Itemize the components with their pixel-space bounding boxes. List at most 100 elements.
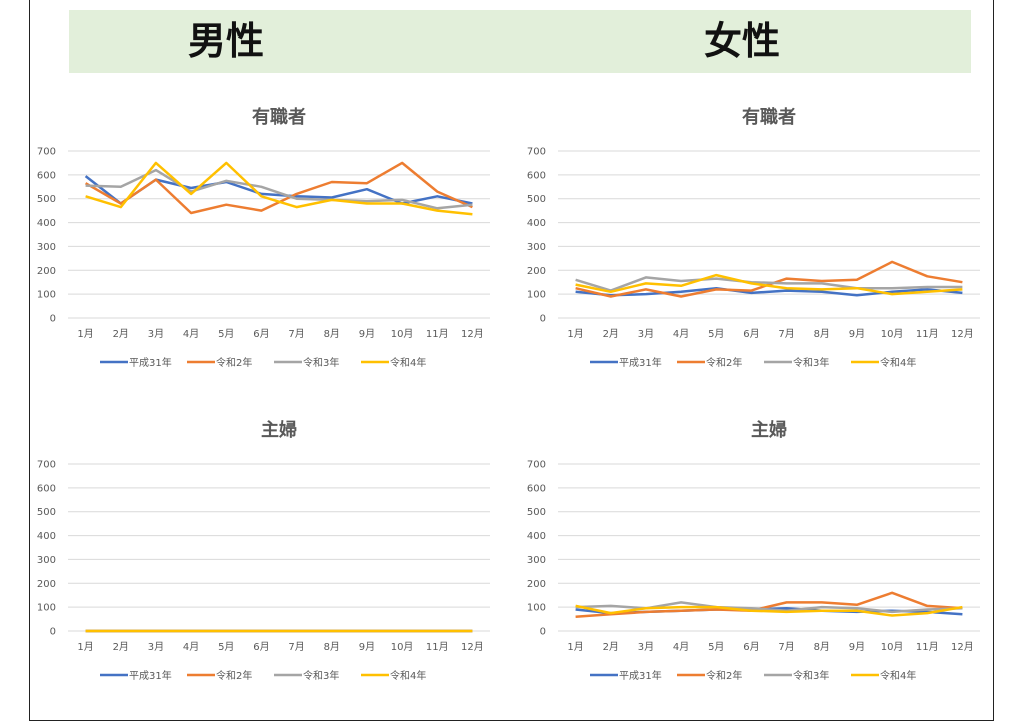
y-tick-label: 100 — [37, 290, 56, 301]
x-tick-label: 4月 — [673, 328, 689, 340]
x-tick-label: 10月 — [391, 328, 414, 340]
chart-male-housewife: 主婦 0 100 200 300 400 500 600 700 1月 2月 3月 4月 5月 6月 7月 8月… — [37, 419, 490, 682]
x-tick-label: 7月 — [288, 641, 304, 653]
y-tick-label: 200 — [527, 579, 546, 590]
y-tick-label: 700 — [527, 460, 546, 471]
x-tick-label: 10月 — [881, 641, 904, 653]
y-tick-label: 400 — [37, 531, 56, 542]
y-tick-label: 100 — [37, 603, 56, 614]
x-tick-label: 4月 — [183, 328, 199, 340]
x-tick-label: 8月 — [814, 328, 830, 340]
y-tick-label: 0 — [50, 627, 56, 638]
y-tick-label: 100 — [527, 290, 546, 301]
chart-title: 主婦 — [751, 419, 787, 441]
x-tick-label: 8月 — [324, 328, 340, 340]
chart-female-employed: 有職者 0 100 200 300 400 500 600 700 1月 2月 3月 4月 5月 6月 7月 8… — [527, 106, 980, 369]
x-tick-label: 9月 — [849, 328, 865, 340]
y-tick-label: 100 — [527, 603, 546, 614]
y-tick-label: 600 — [527, 483, 546, 494]
legend-label: 令和3年 — [793, 669, 829, 682]
x-tick-label: 12月 — [951, 641, 974, 653]
y-tick-label: 600 — [527, 170, 546, 181]
x-tick-label: 6月 — [743, 641, 759, 653]
y-tick-label: 400 — [37, 218, 56, 229]
legend-label: 平成31年 — [129, 356, 172, 369]
y-tick-label: 600 — [37, 483, 56, 494]
legend-label: 令和3年 — [303, 669, 339, 682]
y-tick-label: 500 — [527, 194, 546, 205]
y-tick-label: 0 — [540, 627, 546, 638]
x-tick-label: 2月 — [603, 641, 619, 653]
x-tick-label: 2月 — [113, 641, 129, 653]
legend-label: 平成31年 — [619, 669, 662, 682]
y-tick-label: 400 — [527, 531, 546, 542]
y-tick-label: 300 — [37, 555, 56, 566]
x-tick-label: 9月 — [849, 641, 865, 653]
chart-female-housewife: 主婦 0 100 200 300 400 500 600 700 1月 2月 3月 4月 5月 6月 7月 8月… — [527, 419, 980, 682]
x-tick-label: 6月 — [743, 328, 759, 340]
x-tick-label: 9月 — [359, 641, 375, 653]
male-header: 男性 — [188, 19, 265, 63]
x-tick-label: 8月 — [324, 641, 340, 653]
y-tick-label: 0 — [50, 314, 56, 325]
legend-label: 令和2年 — [706, 669, 742, 682]
y-tick-label: 700 — [37, 147, 56, 158]
x-tick-label: 11月 — [426, 328, 449, 340]
page-frame — [29, 0, 994, 721]
x-tick-label: 3月 — [148, 328, 164, 340]
x-tick-label: 5月 — [218, 641, 234, 653]
x-tick-label: 5月 — [218, 328, 234, 340]
series-line — [575, 273, 963, 296]
y-tick-label: 500 — [37, 507, 56, 518]
y-tick-label: 500 — [37, 194, 56, 205]
x-tick-label: 12月 — [461, 328, 484, 340]
legend-label: 令和3年 — [793, 356, 829, 369]
legend-label: 令和2年 — [706, 356, 742, 369]
y-tick-label: 200 — [37, 266, 56, 277]
x-tick-label: 11月 — [916, 328, 939, 340]
x-tick-label: 10月 — [391, 641, 414, 653]
series-line — [575, 286, 963, 297]
x-tick-label: 1月 — [567, 328, 583, 340]
legend-label: 令和4年 — [880, 669, 916, 682]
y-tick-label: 400 — [527, 218, 546, 229]
x-tick-label: 2月 — [603, 328, 619, 340]
x-tick-label: 12月 — [461, 641, 484, 653]
gender-banner — [69, 10, 971, 73]
y-tick-label: 300 — [527, 242, 546, 253]
legend-label: 平成31年 — [619, 356, 662, 369]
y-tick-label: 300 — [527, 555, 546, 566]
y-tick-label: 600 — [37, 170, 56, 181]
legend-label: 令和4年 — [390, 356, 426, 369]
x-tick-label: 8月 — [814, 641, 830, 653]
y-tick-label: 700 — [527, 147, 546, 158]
y-tick-label: 200 — [37, 579, 56, 590]
x-tick-label: 11月 — [916, 641, 939, 653]
series-line — [575, 276, 963, 292]
chart-title: 有職者 — [742, 106, 796, 128]
chart-title: 主婦 — [261, 419, 297, 441]
x-tick-label: 1月 — [77, 328, 93, 340]
series-line — [85, 161, 473, 216]
chart-male-employed: 有職者 0 100 200 300 400 500 600 700 1月 2月 3月 4月 5月 6月 7月 8… — [37, 106, 490, 369]
x-tick-label: 2月 — [113, 328, 129, 340]
x-tick-label: 4月 — [183, 641, 199, 653]
y-tick-label: 0 — [540, 314, 546, 325]
y-tick-label: 500 — [527, 507, 546, 518]
legend-label: 令和2年 — [216, 356, 252, 369]
legend-label: 令和2年 — [216, 669, 252, 682]
legend-label: 令和4年 — [390, 669, 426, 682]
x-tick-label: 4月 — [673, 641, 689, 653]
x-tick-label: 7月 — [288, 328, 304, 340]
x-tick-label: 7月 — [778, 641, 794, 653]
legend-label: 令和3年 — [303, 356, 339, 369]
series-line — [575, 591, 963, 618]
x-tick-label: 5月 — [708, 641, 724, 653]
y-tick-label: 300 — [37, 242, 56, 253]
x-tick-label: 9月 — [359, 328, 375, 340]
x-tick-label: 1月 — [77, 641, 93, 653]
legend-label: 令和4年 — [880, 356, 916, 369]
x-tick-label: 10月 — [881, 328, 904, 340]
x-tick-label: 6月 — [253, 328, 269, 340]
female-header: 女性 — [704, 19, 781, 63]
